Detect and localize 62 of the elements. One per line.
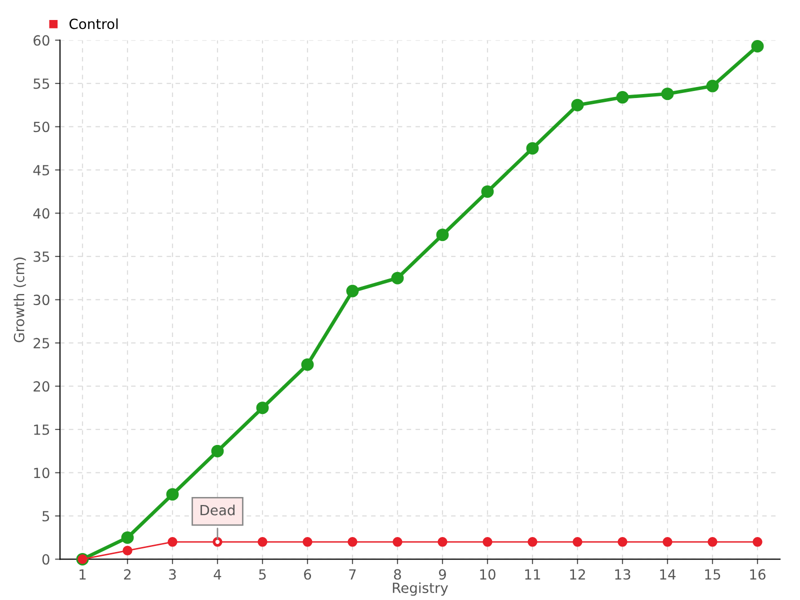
x-tick-label: 1 (80, 569, 86, 580)
y-tick-label: 50 (34, 122, 50, 132)
y-tick-label: 55 (34, 78, 50, 89)
point (618, 537, 628, 547)
y-tick-label: 25 (34, 338, 50, 348)
point (121, 531, 134, 544)
point (571, 98, 584, 112)
y-tick-label: 15 (34, 424, 50, 435)
legend-label: Control (69, 18, 118, 30)
y-tick-label: 35 (34, 251, 50, 262)
point (168, 537, 178, 547)
x-tick-label: 4 (214, 569, 222, 580)
point (661, 88, 674, 100)
y-tick-label: 40 (33, 208, 50, 219)
point (706, 80, 719, 92)
point (482, 537, 492, 547)
x-tick-label: 16 (750, 569, 766, 580)
x-tick-label: 8 (394, 569, 401, 580)
x-tick-label: 9 (438, 569, 446, 580)
x-tick-label: 10 (480, 569, 496, 580)
x-tick-label: 11 (525, 569, 540, 580)
x-tick-label: 3 (169, 569, 176, 580)
point (122, 546, 132, 556)
point (391, 272, 404, 284)
point (662, 537, 672, 547)
y-tick-label: 0 (42, 554, 50, 565)
point (301, 358, 314, 371)
x-tick-label: 6 (304, 569, 312, 580)
y-tick-label: 60 (34, 35, 50, 46)
point (346, 284, 359, 298)
point (528, 537, 538, 547)
point (752, 537, 762, 547)
x-tick-label: 15 (705, 569, 720, 580)
point (302, 537, 312, 547)
point (572, 537, 582, 547)
point (258, 537, 268, 547)
y-tick-label: 10 (34, 468, 50, 478)
x-tick-label: 2 (124, 569, 131, 580)
x-tick-label: 13 (615, 569, 630, 580)
point (348, 537, 358, 547)
point (436, 228, 449, 242)
x-axis-title: Registry (392, 582, 448, 596)
point (256, 402, 269, 414)
point (392, 537, 402, 547)
point (616, 91, 629, 104)
y-axis-title: Growth (cm) (14, 258, 26, 342)
point (481, 185, 494, 198)
y-tick-label: 20 (34, 381, 50, 392)
point (751, 40, 764, 53)
y-tick-label: 45 (33, 165, 50, 176)
x-tick-label: 14 (660, 569, 676, 580)
point (211, 444, 224, 458)
point (438, 537, 448, 547)
point (708, 537, 718, 547)
x-tick-label: 7 (349, 569, 356, 580)
x-tick-label: 5 (259, 569, 266, 580)
point (526, 142, 539, 155)
y-tick-label: 30 (34, 294, 50, 306)
x-tick-label: 12 (570, 569, 585, 580)
point (166, 488, 179, 501)
y-tick-label: 5 (42, 511, 50, 522)
annotation: Dead (200, 504, 235, 516)
